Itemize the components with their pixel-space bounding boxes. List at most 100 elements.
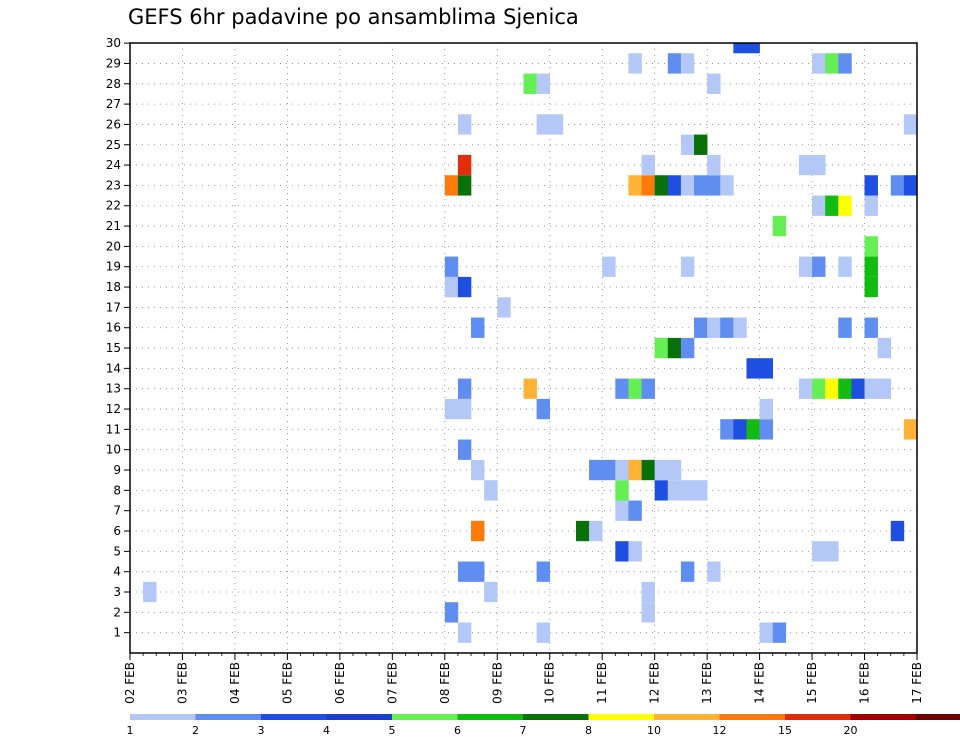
heatmap-cell bbox=[838, 195, 852, 216]
heatmap-cell bbox=[628, 378, 642, 399]
y-tick-label: 5 bbox=[113, 544, 121, 558]
chart-title: GEFS 6hr padavine po ansamblima Sjenica bbox=[128, 5, 579, 29]
legend-label: 8 bbox=[585, 724, 592, 737]
heatmap-cell bbox=[812, 195, 826, 216]
y-tick-label: 4 bbox=[113, 565, 121, 579]
heatmap-cell bbox=[680, 561, 695, 582]
heatmap-cell bbox=[457, 154, 472, 176]
heatmap-cell bbox=[680, 53, 695, 74]
heatmap-cell bbox=[667, 480, 682, 501]
heatmap-cell bbox=[628, 53, 642, 74]
heatmap-cell bbox=[759, 622, 774, 643]
heatmap-cell bbox=[641, 378, 655, 399]
x-tick-label: 07 FEB bbox=[385, 662, 399, 704]
heatmap-cell bbox=[812, 53, 826, 74]
heatmap-cell bbox=[457, 378, 472, 399]
y-tick-label: 7 bbox=[113, 504, 121, 518]
legend-swatch bbox=[523, 714, 589, 720]
legend-label: 5 bbox=[389, 724, 396, 737]
heatmap-cell bbox=[667, 459, 682, 481]
data-cells bbox=[143, 43, 918, 643]
heatmap-cell bbox=[602, 459, 616, 481]
heatmap-cell bbox=[680, 134, 695, 155]
y-tick-label: 17 bbox=[106, 300, 121, 314]
legend-swatch bbox=[588, 714, 655, 720]
heatmap-cell bbox=[838, 256, 852, 277]
y-tick-label: 9 bbox=[113, 463, 121, 477]
x-tick-label: 04 FEB bbox=[228, 662, 242, 704]
heatmap-cell bbox=[864, 317, 878, 338]
heatmap-cell bbox=[615, 480, 629, 501]
heatmap-cell bbox=[457, 398, 472, 420]
heatmap-cell bbox=[523, 378, 537, 399]
legend-swatch bbox=[261, 714, 327, 720]
y-tick-label: 16 bbox=[106, 321, 121, 335]
heatmap-cell bbox=[798, 154, 813, 176]
legend-label: 15 bbox=[778, 724, 792, 737]
legend-label: 7 bbox=[520, 724, 527, 737]
y-tick-label: 6 bbox=[113, 524, 121, 538]
heatmap-cell bbox=[654, 459, 669, 481]
heatmap-cell bbox=[536, 114, 551, 135]
heatmap-cell bbox=[864, 256, 878, 277]
heatmap-cell bbox=[746, 43, 760, 54]
heatmap-cell bbox=[641, 602, 655, 623]
x-tick-label: 12 FEB bbox=[648, 662, 662, 704]
heatmap-cell bbox=[143, 581, 157, 603]
y-tick-label: 30 bbox=[106, 36, 121, 50]
y-tick-label: 27 bbox=[106, 97, 121, 111]
heatmap-cell bbox=[628, 459, 642, 481]
heatmap-cell bbox=[851, 378, 865, 399]
heatmap-cell bbox=[903, 114, 918, 135]
heatmap-cell bbox=[694, 175, 708, 196]
heatmap-cell bbox=[589, 459, 603, 481]
x-tick-label: 02 FEB bbox=[123, 662, 137, 704]
legend-label: 6 bbox=[454, 724, 461, 737]
heatmap-cell bbox=[733, 317, 747, 338]
heatmap-cell bbox=[641, 175, 655, 196]
heatmap-cell bbox=[628, 175, 642, 196]
heatmap-cell bbox=[759, 419, 774, 440]
y-tick-label: 11 bbox=[106, 422, 121, 436]
heatmap-cell bbox=[707, 73, 721, 94]
heatmap-cell bbox=[838, 378, 852, 399]
heatmap-cell bbox=[798, 378, 813, 399]
heatmap-cell bbox=[838, 317, 852, 338]
grid bbox=[130, 42, 918, 653]
heatmap-cell bbox=[825, 541, 839, 562]
heatmap-cell bbox=[890, 175, 905, 196]
y-tick-label: 15 bbox=[106, 341, 121, 355]
legend-swatch bbox=[916, 714, 960, 720]
heatmap-cell bbox=[864, 195, 878, 216]
heatmap-cell bbox=[667, 53, 682, 74]
y-tick-label: 14 bbox=[106, 361, 121, 375]
legend-swatch bbox=[326, 714, 393, 720]
heatmap-cell bbox=[497, 297, 511, 318]
heatmap-cell bbox=[825, 195, 839, 216]
x-tick-label: 15 FEB bbox=[805, 662, 819, 704]
heatmap-cell bbox=[667, 175, 682, 196]
heatmap-cell bbox=[457, 561, 472, 582]
heatmap-cell bbox=[457, 114, 472, 135]
heatmap-cell bbox=[484, 480, 498, 501]
heatmap-cell bbox=[444, 602, 459, 623]
legend-swatch bbox=[850, 714, 917, 720]
plot-frame bbox=[129, 42, 918, 654]
heatmap-cell bbox=[628, 541, 642, 562]
y-tick-label: 29 bbox=[106, 56, 121, 70]
heatmap-cell bbox=[772, 622, 787, 643]
heatmap-cell bbox=[812, 256, 826, 277]
heatmap-cell bbox=[812, 154, 826, 176]
x-tick-label: 11 FEB bbox=[595, 662, 609, 704]
heatmap-cell bbox=[589, 520, 603, 542]
legend-label: 10 bbox=[647, 724, 661, 737]
heatmap-cell bbox=[733, 43, 747, 54]
heatmap-cell bbox=[825, 53, 839, 74]
legend-swatch bbox=[195, 714, 262, 720]
heatmap-cell bbox=[523, 73, 537, 94]
x-tick-label: 08 FEB bbox=[438, 662, 452, 704]
heatmap-cell bbox=[615, 378, 629, 399]
legend-swatch bbox=[130, 714, 196, 720]
heatmap-cell bbox=[457, 622, 472, 643]
y-axis-ticks: 1234567891011121314151617181920212223242… bbox=[106, 36, 130, 640]
